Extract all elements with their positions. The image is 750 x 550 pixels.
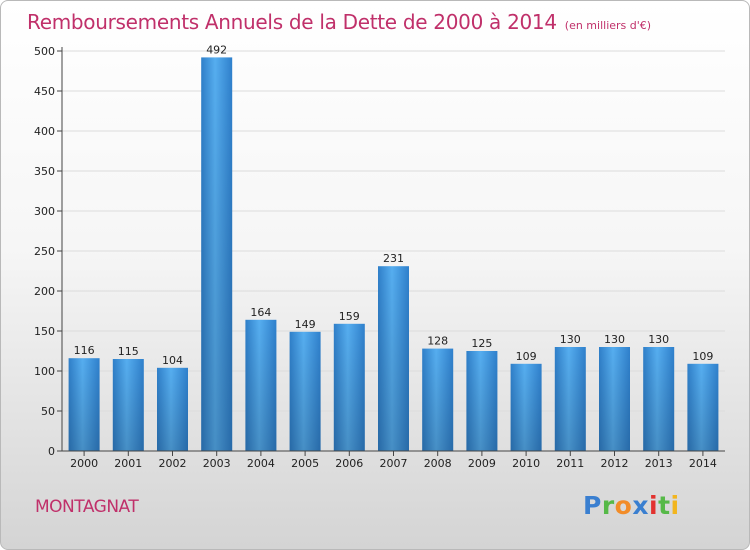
x-tick-label: 2013 (645, 457, 673, 470)
y-tick-label: 0 (48, 445, 55, 458)
chart-title: Remboursements Annuels de la Dette de 20… (27, 10, 651, 34)
x-tick-label: 2010 (512, 457, 540, 470)
logo-letter: P (583, 491, 602, 520)
bar-value-label: 115 (118, 345, 139, 358)
bar-group: 159 (333, 310, 365, 451)
x-tick-label: 2008 (424, 457, 452, 470)
bar-shade (599, 347, 630, 451)
commune-name: MONTAGNAT (35, 497, 139, 517)
bar-shade (554, 347, 586, 451)
logo-letter: i (670, 491, 680, 520)
bar-group: 231 (378, 252, 409, 451)
x-tick-label: 2004 (247, 457, 275, 470)
bar-group: 149 (289, 318, 321, 451)
bar-value-label: 104 (162, 354, 183, 367)
x-tick-label: 2011 (556, 457, 584, 470)
chart-subtitle: (en milliers d'€) (564, 19, 652, 32)
bar-shade (245, 319, 277, 451)
bar-value-label: 125 (471, 337, 492, 350)
bar-group: 116 (68, 344, 100, 451)
bar-value-label: 159 (339, 310, 360, 323)
y-tick-label: 150 (34, 325, 55, 338)
proxiti-logo: Proxiti (583, 491, 680, 520)
x-tick-label: 2001 (114, 457, 142, 470)
bar-value-label: 116 (74, 344, 95, 357)
bar-shade (510, 363, 542, 451)
bar-group: 104 (157, 354, 188, 451)
bar-group: 128 (422, 335, 454, 451)
y-tick-label: 300 (34, 205, 55, 218)
y-tick-label: 400 (34, 125, 55, 138)
bar-shade (201, 57, 233, 452)
x-tick-label: 2006 (335, 457, 363, 470)
bar-value-label: 109 (516, 350, 537, 363)
bar-group: 125 (466, 337, 498, 451)
bar-value-label: 128 (427, 335, 448, 348)
bar-value-label: 130 (648, 333, 669, 346)
bar-group: 130 (554, 333, 586, 451)
bar-shade (378, 266, 409, 451)
bar-value-label: 231 (383, 252, 404, 265)
x-tick-label: 2003 (203, 457, 231, 470)
bar-shade (643, 347, 675, 451)
x-tick-label: 2012 (601, 457, 629, 470)
bar-shade (687, 363, 719, 451)
bars: 116 115 104 492 164 149 159 231 128 125 109 130 130 1… (68, 43, 719, 452)
bar-value-label: 109 (692, 350, 713, 363)
bar-group: 109 (510, 350, 542, 451)
bar-value-label: 164 (250, 306, 271, 319)
bar-shade (333, 323, 365, 451)
chart-title-text: Remboursements Annuels de la Dette de 20… (27, 10, 557, 34)
logo-letter: x (632, 491, 649, 520)
bar-group: 115 (112, 345, 144, 451)
logo-letter: o (614, 491, 633, 520)
y-tick-label: 50 (41, 405, 55, 418)
bar-group: 130 (599, 333, 630, 451)
bar-value-label: 130 (560, 333, 581, 346)
bar-shade (157, 367, 188, 451)
y-tick-label: 450 (34, 85, 55, 98)
bar-value-label: 492 (206, 43, 227, 56)
x-tick-label: 2002 (159, 457, 187, 470)
x-tick-label: 2007 (380, 457, 408, 470)
bar-shade (289, 331, 321, 451)
bar-group: 492 (201, 43, 233, 452)
bar-group: 109 (687, 350, 719, 451)
bar-shade (422, 348, 454, 451)
bar-group: 164 (245, 306, 277, 451)
bar-shade (466, 351, 498, 451)
y-tick-label: 250 (34, 245, 55, 258)
logo-letter: t (658, 491, 671, 520)
logo-letter: i (649, 491, 659, 520)
bar-value-label: 149 (295, 318, 316, 331)
x-tick-label: 2000 (70, 457, 98, 470)
bar-group: 130 (643, 333, 675, 451)
y-tick-label: 350 (34, 165, 55, 178)
y-tick-label: 100 (34, 365, 55, 378)
axes: 0 50 100 150 200 250 300 350 400 450 500 2000 2001 20… (34, 45, 725, 470)
y-tick-label: 500 (34, 45, 55, 58)
bar-value-label: 130 (604, 333, 625, 346)
x-tick-label: 2005 (291, 457, 319, 470)
logo-letter: r (601, 491, 615, 520)
bar-shade (112, 359, 144, 451)
y-tick-label: 200 (34, 285, 55, 298)
bar-shade (68, 358, 100, 451)
x-tick-label: 2009 (468, 457, 496, 470)
x-tick-label: 2014 (689, 457, 717, 470)
